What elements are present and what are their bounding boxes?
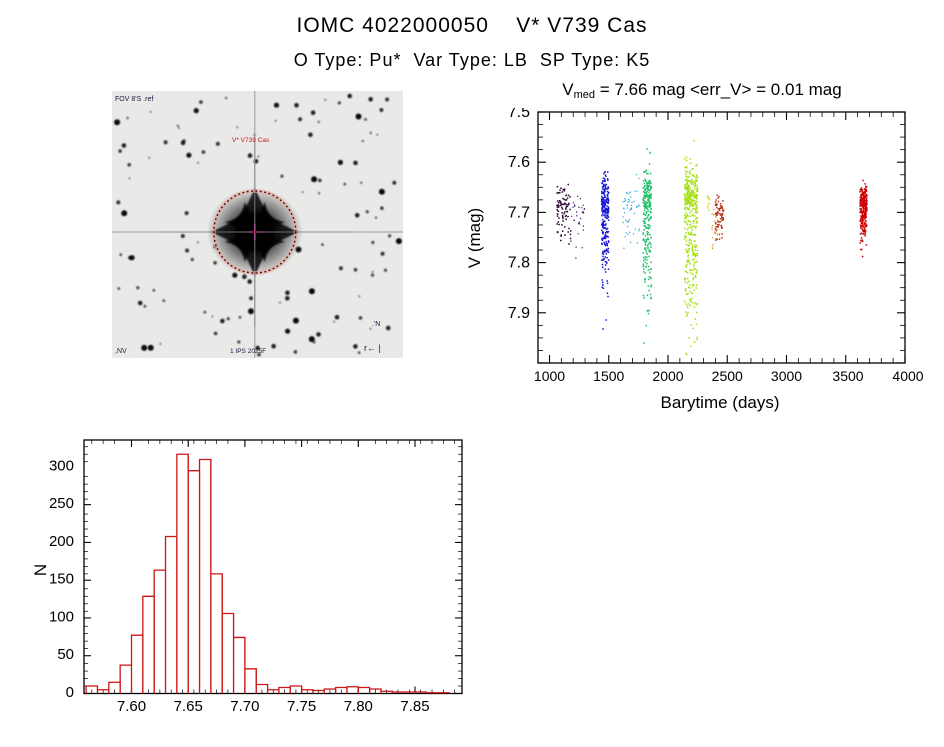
svg-text:7.75: 7.75 (287, 698, 316, 715)
svg-text:150: 150 (49, 571, 74, 588)
svg-text:250: 250 (49, 495, 74, 512)
svg-text:V (mag): V (mag) (243, 719, 303, 720)
svg-text:1000: 1000 (534, 368, 565, 384)
svg-text:3000: 3000 (771, 368, 802, 384)
svg-text:2000: 2000 (652, 368, 683, 384)
svg-text:7.5: 7.5 (508, 108, 530, 121)
svg-text:1 IPS 2025F: 1 IPS 2025F (230, 348, 266, 355)
svg-text:V* V739 Cas: V* V739 Cas (232, 137, 270, 144)
svg-text:,NV: ,NV (115, 348, 127, 355)
svg-text:FOV 8'S .ref: FOV 8'S .ref (115, 96, 153, 103)
svg-text:50: 50 (57, 646, 74, 663)
svg-text:Barytime (days): Barytime (days) (660, 393, 779, 412)
svg-text:.'N: .'N (372, 321, 380, 328)
svg-text:200: 200 (49, 533, 74, 550)
svg-text:300: 300 (49, 457, 74, 474)
svg-text:7.6: 7.6 (508, 154, 530, 171)
svg-text:7.7: 7.7 (508, 204, 530, 221)
svg-text:100: 100 (49, 609, 74, 626)
svg-text:4000: 4000 (892, 368, 923, 384)
svg-text:V (mag): V (mag) (465, 208, 484, 268)
svg-text:7.60: 7.60 (117, 698, 146, 715)
svg-text:0: 0 (66, 684, 74, 701)
svg-text:r← |: r← | (364, 343, 381, 353)
svg-text:7.9: 7.9 (508, 305, 530, 322)
svg-text:N: N (31, 564, 50, 576)
svg-text:7.65: 7.65 (174, 698, 203, 715)
svg-text:2500: 2500 (712, 368, 743, 384)
svg-text:7.80: 7.80 (344, 698, 373, 715)
svg-text:3500: 3500 (832, 368, 863, 384)
svg-text:7.70: 7.70 (230, 698, 259, 715)
svg-text:7.8: 7.8 (508, 255, 530, 272)
svg-text:7.85: 7.85 (400, 698, 429, 715)
svg-text:1500: 1500 (593, 368, 624, 384)
